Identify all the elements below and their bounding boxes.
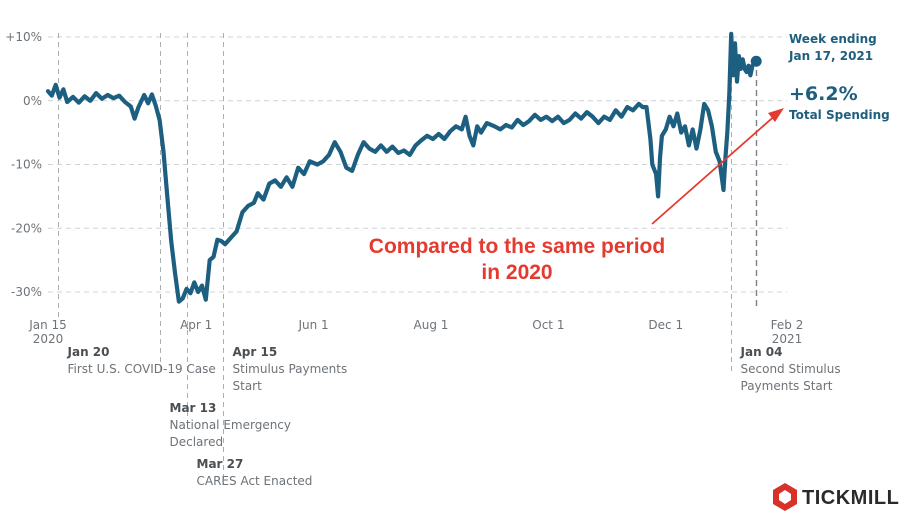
x-tick-label: Jan 15 (28, 318, 67, 332)
x-tick-label: Aug 1 (414, 318, 449, 332)
y-tick-label: 0% (23, 94, 42, 108)
callout-label: Total Spending (789, 108, 890, 122)
series-group (45, 31, 762, 304)
annotation-arrow-head (768, 108, 784, 122)
annotation-line-2: in 2020 (481, 261, 552, 284)
y-tick-label: -10% (11, 158, 42, 172)
x-tick-label: Apr 1 (180, 318, 212, 332)
x-tick-label: Oct 1 (532, 318, 564, 332)
annotation-arrow-line (651, 112, 779, 225)
callout-week-line-1: Week ending (789, 32, 877, 46)
annotation-line-1: Compared to the same period (369, 235, 665, 258)
y-tick-label: -30% (11, 285, 42, 299)
event-date-label: Apr 15 (233, 345, 278, 359)
x-tick-label: Feb 2 (771, 318, 804, 332)
callout-week-line-2: Jan 17, 2021 (788, 49, 873, 63)
x-tick-label: Dec 1 (648, 318, 683, 332)
event-description: National Emergency (170, 418, 292, 432)
event-description: First U.S. COVID-19 Case (68, 362, 216, 376)
event-date-label: Jan 20 (67, 345, 110, 359)
x-tick-sublabel: 2021 (772, 332, 803, 346)
y-axis-ticks: +10% 0% -10% -20% -30% (5, 30, 42, 299)
brand-logo: TICKMILL (773, 483, 899, 511)
event-description: Payments Start (741, 379, 833, 393)
y-tick-label: +10% (5, 30, 42, 44)
x-tick-sublabel: 2020 (33, 332, 64, 346)
event-annotations: Jan 20 First U.S. COVID-19 Case Mar 13 Nati… (67, 345, 841, 488)
event-date-label: Jan 04 (740, 345, 783, 359)
callout-value: +6.2% (789, 83, 858, 105)
annotation-arrow (651, 108, 784, 225)
event-date-label: Mar 13 (170, 401, 217, 415)
y-tick-label: -20% (11, 221, 42, 235)
event-description: CARES Act Enacted (197, 474, 313, 488)
event-date-label: Mar 27 (197, 457, 244, 471)
event-description: Second Stimulus (741, 362, 841, 376)
event-description: Stimulus Payments (233, 362, 348, 376)
gridlines (48, 36, 787, 293)
x-tick-label: Jun 1 (297, 318, 328, 332)
event-description: Start (233, 379, 263, 393)
brand-name: TICKMILL (802, 487, 899, 509)
brand-logo-icon-inner (779, 490, 791, 504)
event-description: Declared (170, 435, 224, 449)
series-end-point (750, 55, 762, 67)
series-line (45, 31, 759, 304)
